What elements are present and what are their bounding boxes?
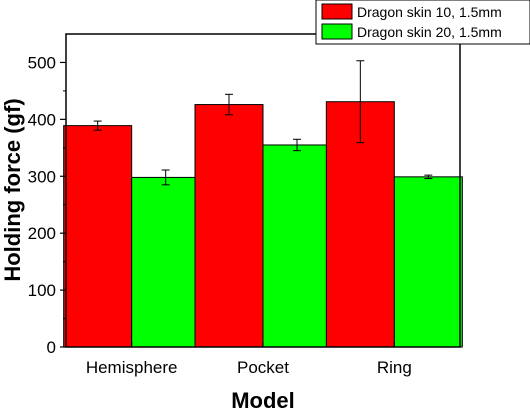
y-tick-label-300: 300 bbox=[28, 167, 56, 186]
y-tick-label-100: 100 bbox=[28, 281, 56, 300]
x-axis: Hemisphere Pocket Ring bbox=[86, 342, 412, 377]
x-axis-title: Model bbox=[231, 388, 295, 413]
legend-swatch-dragon-skin-20 bbox=[321, 23, 353, 40]
y-tick-label-0: 0 bbox=[47, 338, 56, 357]
y-tick-label-400: 400 bbox=[28, 110, 56, 129]
y-axis-title: Holding force (gf) bbox=[0, 98, 25, 281]
legend-label-dragon-skin-10: Dragon skin 10, 1.5mm bbox=[357, 4, 502, 20]
y-axis: 0 100 200 300 400 500 bbox=[28, 53, 66, 357]
y-tick-label-200: 200 bbox=[28, 224, 56, 243]
y-tick-label-500: 500 bbox=[28, 53, 56, 72]
x-tick-label-ring: Ring bbox=[377, 358, 412, 377]
legend-swatch-dragon-skin-10 bbox=[321, 3, 353, 20]
bar-pocket-series-1 bbox=[194, 104, 264, 348]
x-tick-label-pocket: Pocket bbox=[237, 358, 289, 377]
error-bars-layer bbox=[93, 60, 433, 186]
legend-label-dragon-skin-20: Dragon skin 20, 1.5mm bbox=[357, 24, 502, 40]
bar-hemisphere-series-2 bbox=[131, 176, 201, 348]
x-tick-label-hemisphere: Hemisphere bbox=[86, 358, 178, 377]
bar-pocket-series-2 bbox=[262, 144, 332, 348]
bar-ring-series-2 bbox=[393, 176, 463, 348]
legend: Dragon skin 10, 1.5mm Dragon skin 20, 1.… bbox=[315, 0, 530, 45]
bar-hemisphere-series-1 bbox=[63, 125, 133, 348]
bars-layer bbox=[63, 101, 463, 348]
